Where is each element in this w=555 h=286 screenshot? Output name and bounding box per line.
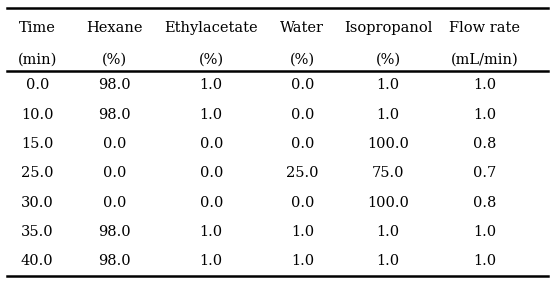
Text: 100.0: 100.0 xyxy=(367,137,409,151)
Text: 10.0: 10.0 xyxy=(21,108,53,122)
Text: (%): (%) xyxy=(102,52,127,66)
Text: 75.0: 75.0 xyxy=(372,166,404,180)
Text: 0.8: 0.8 xyxy=(473,137,496,151)
Text: 25.0: 25.0 xyxy=(286,166,319,180)
Text: 98.0: 98.0 xyxy=(98,225,131,239)
Text: (mL/min): (mL/min) xyxy=(451,52,518,66)
Text: 0.7: 0.7 xyxy=(473,166,496,180)
Text: 0.0: 0.0 xyxy=(200,166,223,180)
Text: Flow rate: Flow rate xyxy=(449,21,520,35)
Text: 100.0: 100.0 xyxy=(367,196,409,210)
Text: 1.0: 1.0 xyxy=(200,255,223,269)
Text: (%): (%) xyxy=(199,52,224,66)
Text: 98.0: 98.0 xyxy=(98,108,131,122)
Text: 35.0: 35.0 xyxy=(21,225,54,239)
Text: 0.0: 0.0 xyxy=(291,137,314,151)
Text: Isopropanol: Isopropanol xyxy=(344,21,432,35)
Text: 1.0: 1.0 xyxy=(376,255,400,269)
Text: 0.0: 0.0 xyxy=(103,137,127,151)
Text: 0.0: 0.0 xyxy=(200,137,223,151)
Text: Water: Water xyxy=(280,21,324,35)
Text: (%): (%) xyxy=(375,52,401,66)
Text: 25.0: 25.0 xyxy=(21,166,53,180)
Text: 0.0: 0.0 xyxy=(103,166,127,180)
Text: 0.0: 0.0 xyxy=(103,196,127,210)
Text: 1.0: 1.0 xyxy=(473,108,496,122)
Text: 0.0: 0.0 xyxy=(26,78,49,92)
Text: 0.0: 0.0 xyxy=(291,108,314,122)
Text: 1.0: 1.0 xyxy=(200,225,223,239)
Text: 0.0: 0.0 xyxy=(200,196,223,210)
Text: 1.0: 1.0 xyxy=(376,108,400,122)
Text: 30.0: 30.0 xyxy=(21,196,54,210)
Text: 0.0: 0.0 xyxy=(291,78,314,92)
Text: 98.0: 98.0 xyxy=(98,78,131,92)
Text: Time: Time xyxy=(19,21,56,35)
Text: 98.0: 98.0 xyxy=(98,255,131,269)
Text: 1.0: 1.0 xyxy=(200,108,223,122)
Text: 1.0: 1.0 xyxy=(473,225,496,239)
Text: 1.0: 1.0 xyxy=(376,78,400,92)
Text: Hexane: Hexane xyxy=(87,21,143,35)
Text: 15.0: 15.0 xyxy=(21,137,53,151)
Text: 40.0: 40.0 xyxy=(21,255,54,269)
Text: 1.0: 1.0 xyxy=(473,255,496,269)
Text: Ethylacetate: Ethylacetate xyxy=(164,21,258,35)
Text: 1.0: 1.0 xyxy=(291,225,314,239)
Text: 1.0: 1.0 xyxy=(376,225,400,239)
Text: 1.0: 1.0 xyxy=(291,255,314,269)
Text: 0.8: 0.8 xyxy=(473,196,496,210)
Text: 1.0: 1.0 xyxy=(473,78,496,92)
Text: 1.0: 1.0 xyxy=(200,78,223,92)
Text: 0.0: 0.0 xyxy=(291,196,314,210)
Text: (%): (%) xyxy=(290,52,315,66)
Text: (min): (min) xyxy=(18,52,57,66)
